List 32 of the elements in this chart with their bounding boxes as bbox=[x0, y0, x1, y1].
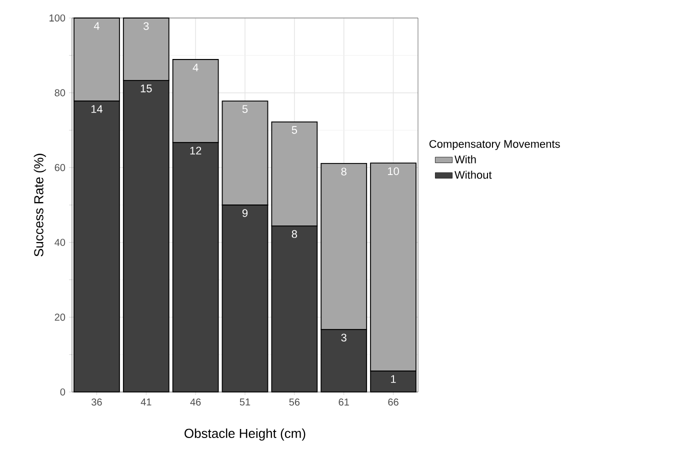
annotation: 1 bbox=[391, 375, 396, 383]
y-tick-label: 40 bbox=[54, 238, 66, 246]
annotation: 12 bbox=[190, 146, 202, 154]
annotation: 3 bbox=[144, 22, 149, 30]
y-tick-label: 80 bbox=[54, 89, 66, 96]
annotation: 3 bbox=[341, 334, 346, 342]
x-axis-title: Obstacle Height (cm) bbox=[184, 428, 306, 441]
y-tick-label: 20 bbox=[54, 314, 66, 321]
annotation: 15 bbox=[140, 84, 152, 92]
x-tick-label: 56 bbox=[289, 398, 300, 406]
x-tick-label: 66 bbox=[388, 398, 398, 406]
annotation: 5 bbox=[242, 105, 248, 113]
y-tick-label: 0 bbox=[60, 388, 66, 396]
annotation: 4 bbox=[192, 64, 198, 72]
annotation: 10 bbox=[388, 167, 399, 176]
annotation: 5 bbox=[292, 126, 298, 134]
annotation: 8 bbox=[292, 230, 297, 238]
y-tick-label: 60 bbox=[54, 164, 66, 172]
x-tick-label: 41 bbox=[140, 398, 152, 406]
legend-title: Compensatory Movements bbox=[429, 140, 560, 150]
legend-label: With bbox=[454, 155, 476, 164]
y-tick-label: 100 bbox=[50, 14, 66, 22]
annotation: 14 bbox=[91, 105, 103, 113]
legend-label: Without bbox=[454, 170, 492, 179]
x-tick-label: 36 bbox=[92, 398, 102, 406]
annotation: 4 bbox=[94, 22, 100, 30]
y-axis-title: Success Rate (%) bbox=[34, 154, 46, 256]
annotation: 8 bbox=[341, 168, 346, 176]
x-tick-label: 61 bbox=[338, 398, 349, 406]
x-tick-label: 51 bbox=[240, 398, 250, 406]
annotation: 9 bbox=[242, 209, 248, 217]
x-tick-label: 46 bbox=[190, 398, 201, 406]
